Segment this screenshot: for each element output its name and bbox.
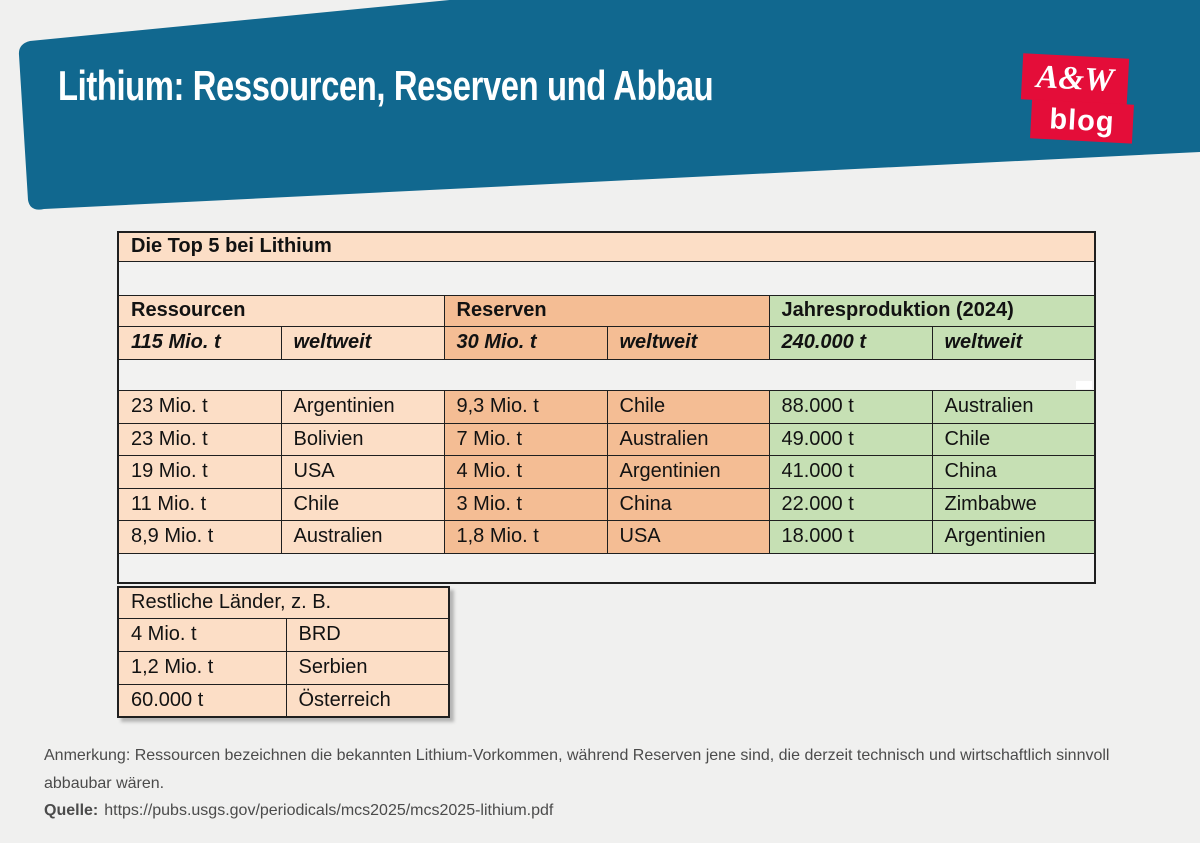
reserve-country-cell: China (606, 487, 770, 521)
rest-country-cell: Österreich (285, 683, 450, 718)
resource-value-cell: 11 Mio. t (117, 487, 282, 521)
resource-country-cell: Chile (280, 487, 445, 521)
production-country-cell: Argentinien (931, 519, 1096, 554)
production-country-cell: Zimbabwe (931, 487, 1096, 521)
reserve-value-cell: 4 Mio. t (443, 454, 608, 489)
screenshot-artifact (1076, 381, 1092, 389)
production-value-cell: 88.000 t (768, 389, 933, 424)
rest-country-cell: Serbien (285, 650, 450, 685)
table-row: 23 Mio. t Argentinien 9,3 Mio. t Chile 8… (117, 389, 1096, 424)
table-row: 4 Mio. t BRD (117, 617, 450, 652)
resource-country-cell: Argentinien (280, 389, 445, 424)
reserve-country-cell: Australien (606, 422, 770, 456)
reserve-country-cell: Argentinien (606, 454, 770, 489)
group-header-ressourcen: Ressourcen (117, 294, 445, 327)
subheader-cell: weltweit (280, 325, 445, 360)
subheader-cell: 30 Mio. t (443, 325, 608, 360)
resource-value-cell: 8,9 Mio. t (117, 519, 282, 554)
reserve-country-cell: Chile (606, 389, 770, 424)
aw-logo: A&W (1020, 53, 1130, 105)
banner-shape (18, 0, 1200, 210)
production-country-cell: Australien (931, 389, 1096, 424)
subheader-cell: 240.000 t (768, 325, 933, 360)
resource-value-cell: 19 Mio. t (117, 454, 282, 489)
resource-country-cell: Australien (280, 519, 445, 554)
table-row: 8,9 Mio. t Australien 1,8 Mio. t USA 18.… (117, 519, 1096, 554)
table-row: 19 Mio. t USA 4 Mio. t Argentinien 41.00… (117, 454, 1096, 489)
rest-value-cell: 1,2 Mio. t (117, 650, 287, 685)
reserve-value-cell: 1,8 Mio. t (443, 519, 608, 554)
production-value-cell: 22.000 t (768, 487, 933, 521)
rest-country-cell: BRD (285, 617, 450, 652)
page-title: Lithium: Ressourcen, Reserven und Abbau (58, 62, 714, 109)
reserve-country-cell: USA (606, 519, 770, 554)
production-value-cell: 18.000 t (768, 519, 933, 554)
resource-value-cell: 23 Mio. t (117, 389, 282, 424)
table-row: 60.000 t Österreich (117, 683, 450, 718)
source-label: Quelle: (44, 802, 99, 819)
subheader-cell: 115 Mio. t (117, 325, 282, 360)
production-country-cell: China (931, 454, 1096, 489)
rest-value-cell: 4 Mio. t (117, 617, 287, 652)
annotation-note: Anmerkung: Ressourcen bezeichnen die bek… (44, 747, 1110, 792)
table-row: 1,2 Mio. t Serbien (117, 650, 450, 685)
spacer-row (116, 553, 1097, 583)
production-country-cell: Chile (931, 422, 1096, 456)
production-value-cell: 49.000 t (768, 422, 933, 456)
rest-table-title: Restliche Länder, z. B. (117, 586, 450, 619)
aw-logo-text: A&W (1035, 58, 1115, 99)
group-header-jahresproduktion: Jahresproduktion (2024) (768, 294, 1096, 327)
resource-value-cell: 23 Mio. t (117, 422, 282, 456)
spacer-row (116, 359, 1097, 390)
rest-value-cell: 60.000 t (117, 683, 287, 718)
table-row: 11 Mio. t Chile 3 Mio. t China 22.000 t … (117, 487, 1096, 521)
resource-country-cell: USA (280, 454, 445, 489)
table-row: 23 Mio. t Bolivien 7 Mio. t Australien 4… (117, 422, 1096, 456)
remaining-countries-table: Restliche Länder, z. B. 4 Mio. t BRD 1,2… (117, 586, 451, 718)
lithium-top5-table: Die Top 5 bei Lithium Ressourcen Reserve… (116, 231, 1097, 584)
blog-logo-text: blog (1048, 103, 1116, 139)
production-value-cell: 41.000 t (768, 454, 933, 489)
resource-country-cell: Bolivien (280, 422, 445, 456)
source-url: https://pubs.usgs.gov/periodicals/mcs202… (104, 802, 554, 819)
reserve-value-cell: 3 Mio. t (443, 487, 608, 521)
table-title: Die Top 5 bei Lithium (117, 231, 1096, 262)
spacer-row (116, 261, 1097, 295)
reserve-value-cell: 9,3 Mio. t (443, 389, 608, 424)
group-header-reserven: Reserven (443, 294, 770, 327)
subheader-cell: weltweit (931, 325, 1096, 360)
subheader-cell: weltweit (606, 325, 770, 360)
blog-logo: blog (1030, 99, 1134, 144)
reserve-value-cell: 7 Mio. t (443, 422, 608, 456)
source-line: Quelle: https://pubs.usgs.gov/periodicals… (44, 797, 553, 825)
header-banner (18, 0, 1200, 210)
